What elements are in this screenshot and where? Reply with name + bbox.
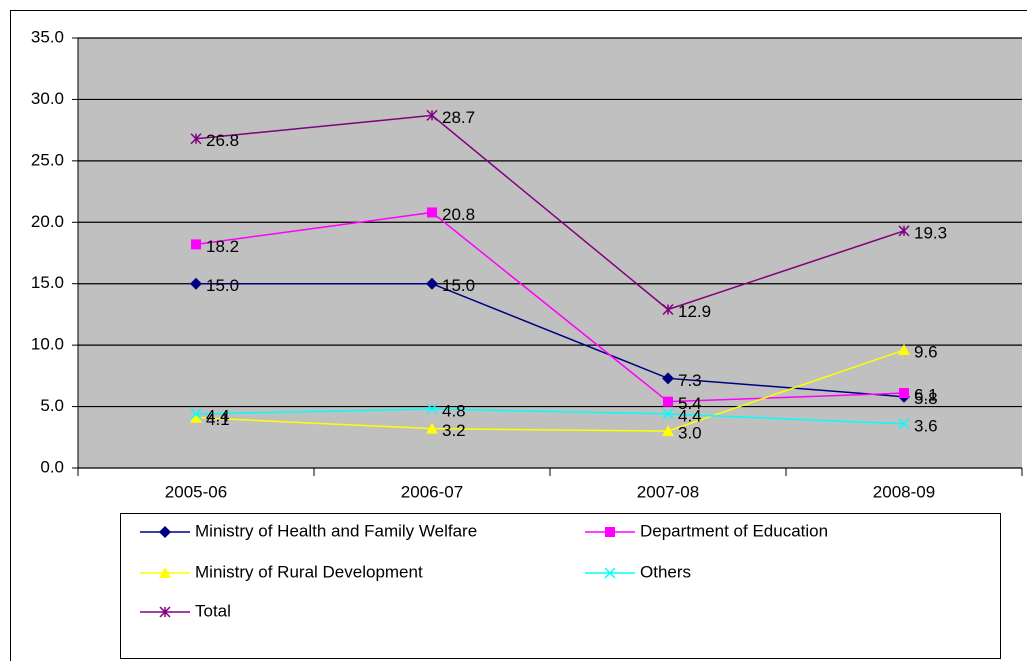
y-tick-label: 30.0 <box>31 89 64 108</box>
plot-area <box>78 38 1022 468</box>
legend-label: Others <box>640 562 691 581</box>
data-label: 28.7 <box>442 108 475 127</box>
series-line <box>195 114 905 311</box>
data-label: 26.8 <box>206 131 239 150</box>
marker <box>159 567 171 578</box>
y-tick-label: 5.0 <box>40 396 64 415</box>
marker <box>898 344 910 356</box>
data-label: 3.2 <box>442 421 466 440</box>
data-label: 20.8 <box>442 205 475 224</box>
marker <box>426 403 438 415</box>
data-label: 15.0 <box>206 276 239 295</box>
marker <box>190 408 202 420</box>
y-tick-label: 25.0 <box>31 150 64 169</box>
marker <box>426 109 438 121</box>
marker <box>426 422 438 434</box>
marker <box>898 418 910 430</box>
marker <box>159 606 171 618</box>
x-tick-label: 2008-09 <box>873 482 935 501</box>
data-label: 3.0 <box>678 424 702 443</box>
x-tick-label: 2005-06 <box>165 482 227 501</box>
x-tick-label: 2006-07 <box>401 482 463 501</box>
data-label: 6.1 <box>914 386 938 405</box>
marker <box>427 207 437 218</box>
data-label: 3.6 <box>914 416 938 435</box>
marker <box>191 239 201 250</box>
data-label: 9.6 <box>914 343 938 362</box>
legend-box <box>120 513 1001 659</box>
data-label: 4.4 <box>678 406 702 425</box>
marker <box>662 303 674 316</box>
marker <box>426 277 438 290</box>
data-label: 5.8 <box>914 389 938 408</box>
marker <box>604 567 616 579</box>
marker <box>663 396 673 407</box>
marker <box>662 408 674 420</box>
data-label: 5.4 <box>678 394 702 413</box>
marker <box>662 425 674 437</box>
marker <box>190 133 202 145</box>
data-label: 18.2 <box>206 237 239 256</box>
marker <box>662 372 674 385</box>
marker <box>899 388 909 399</box>
data-label: 7.3 <box>678 371 702 390</box>
series-line <box>195 408 905 425</box>
marker <box>159 526 171 538</box>
data-label: 12.9 <box>678 302 711 321</box>
y-tick-label: 10.0 <box>31 335 64 354</box>
x-tick-label: 2007-08 <box>637 482 699 501</box>
data-label: 4.4 <box>206 406 230 425</box>
y-tick-label: 15.0 <box>31 273 64 292</box>
legend-label: Ministry of Health and Family Welfare <box>195 521 477 540</box>
data-label: 15.0 <box>442 276 475 295</box>
y-tick-label: 20.0 <box>31 212 64 231</box>
marker <box>898 225 910 237</box>
marker <box>605 527 615 537</box>
series-line <box>195 349 905 432</box>
data-label: 19.3 <box>914 223 947 242</box>
series-line <box>195 211 905 403</box>
legend-label: Ministry of Rural Development <box>195 562 423 581</box>
data-label: 4.8 <box>442 402 466 421</box>
series-line <box>196 282 905 398</box>
data-label: 4.1 <box>206 410 230 429</box>
marker <box>190 277 202 290</box>
y-tick-label: 35.0 <box>31 27 64 46</box>
legend-label: Total <box>195 601 231 620</box>
y-tick-label: 0.0 <box>40 457 64 476</box>
marker <box>190 411 202 423</box>
legend-label: Department of Education <box>640 521 828 540</box>
